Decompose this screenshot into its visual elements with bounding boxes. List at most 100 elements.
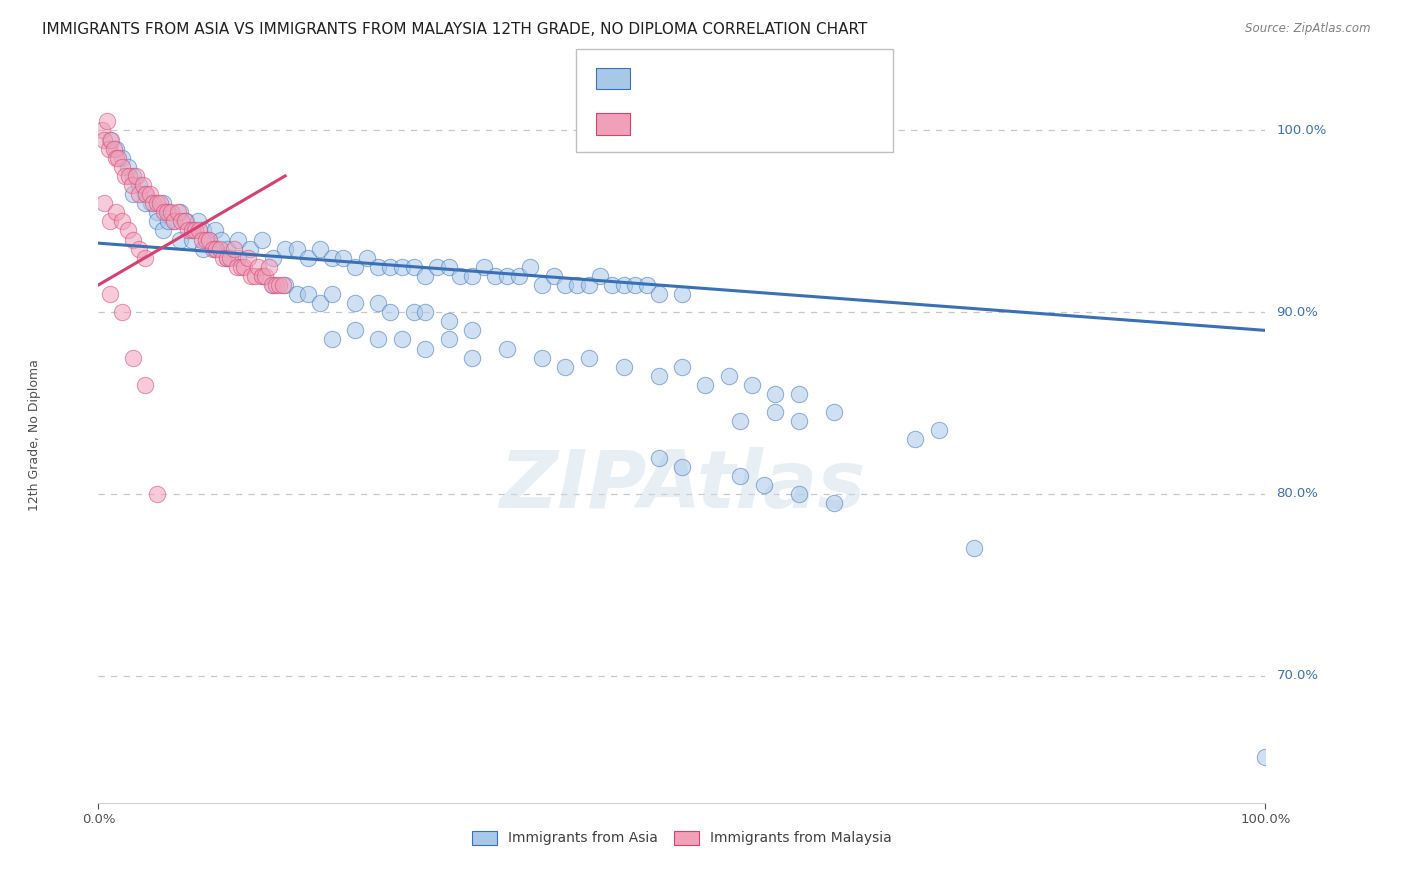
Point <box>787 414 810 428</box>
Point <box>297 251 319 265</box>
Point <box>173 214 195 228</box>
Point <box>763 387 786 401</box>
Point <box>332 251 354 265</box>
Point <box>121 178 143 192</box>
Point <box>264 277 287 292</box>
Point <box>437 260 460 274</box>
Point <box>285 287 308 301</box>
Point <box>194 233 217 247</box>
Point <box>391 260 413 274</box>
Text: 113: 113 <box>766 71 797 86</box>
Text: R =: R = <box>638 117 676 131</box>
Point <box>229 260 252 274</box>
Point <box>309 296 332 310</box>
Point <box>484 268 506 283</box>
Point <box>274 277 297 292</box>
Point <box>695 377 717 392</box>
Point <box>135 187 157 202</box>
Point <box>198 233 221 247</box>
Point <box>215 242 238 256</box>
Point <box>193 242 215 256</box>
Point <box>134 251 156 265</box>
Point <box>103 142 125 156</box>
Point <box>647 287 669 301</box>
Point <box>257 260 280 274</box>
Point <box>717 368 740 383</box>
Point <box>174 214 197 228</box>
Point <box>496 342 519 356</box>
Point <box>163 214 186 228</box>
Point <box>177 223 200 237</box>
Text: IMMIGRANTS FROM ASIA VS IMMIGRANTS FROM MALAYSIA 12TH GRADE, NO DIPLOMA CORRELAT: IMMIGRANTS FROM ASIA VS IMMIGRANTS FROM … <box>42 22 868 37</box>
Point <box>122 233 145 247</box>
Point <box>97 142 120 156</box>
Point <box>413 305 436 319</box>
Point <box>741 377 763 392</box>
Point <box>98 287 121 301</box>
Point <box>647 368 669 383</box>
Point <box>530 277 553 292</box>
Point <box>90 123 112 137</box>
Point <box>554 359 576 374</box>
Point <box>823 405 845 419</box>
Point <box>928 423 950 437</box>
Point <box>122 169 145 183</box>
Point <box>170 214 193 228</box>
Point <box>519 260 541 274</box>
Point <box>111 151 134 165</box>
Point <box>93 132 115 146</box>
Point <box>98 132 121 146</box>
Point <box>111 305 134 319</box>
Point <box>904 433 927 447</box>
Point <box>93 196 115 211</box>
Point <box>184 223 207 237</box>
Text: 0.196: 0.196 <box>671 117 718 131</box>
Point <box>239 242 262 256</box>
Point <box>157 205 180 219</box>
Point <box>104 205 127 219</box>
Point <box>134 377 156 392</box>
Point <box>321 333 343 347</box>
Point <box>612 359 634 374</box>
Point <box>461 351 484 365</box>
Point <box>118 169 141 183</box>
Point <box>146 214 169 228</box>
Point <box>204 223 226 237</box>
Text: 90.0%: 90.0% <box>1277 306 1319 318</box>
Point <box>139 196 162 211</box>
Point <box>146 196 169 211</box>
Point <box>205 242 228 256</box>
Text: R =: R = <box>638 71 672 86</box>
Point <box>212 251 235 265</box>
Point <box>250 233 273 247</box>
Point <box>111 160 134 174</box>
Point <box>612 277 634 292</box>
Point <box>647 450 669 465</box>
Text: N =: N = <box>734 117 768 131</box>
Point <box>472 260 495 274</box>
Point <box>128 187 150 202</box>
Point <box>413 342 436 356</box>
Point <box>367 260 389 274</box>
Point <box>180 223 202 237</box>
Point <box>191 233 214 247</box>
Point <box>344 296 367 310</box>
Point <box>787 487 810 501</box>
Point <box>96 114 118 128</box>
Point <box>437 333 460 347</box>
Point <box>671 287 693 301</box>
Point <box>146 487 169 501</box>
Point <box>228 233 250 247</box>
Point <box>367 296 389 310</box>
Point <box>344 323 367 337</box>
Point <box>461 268 484 283</box>
Point <box>198 233 221 247</box>
Point <box>104 142 127 156</box>
Text: 80.0%: 80.0% <box>1277 487 1319 500</box>
Point <box>426 260 449 274</box>
Point <box>380 305 402 319</box>
Point <box>236 251 259 265</box>
Text: 100.0%: 100.0% <box>1277 124 1327 137</box>
Point <box>134 187 156 202</box>
Point <box>219 251 242 265</box>
